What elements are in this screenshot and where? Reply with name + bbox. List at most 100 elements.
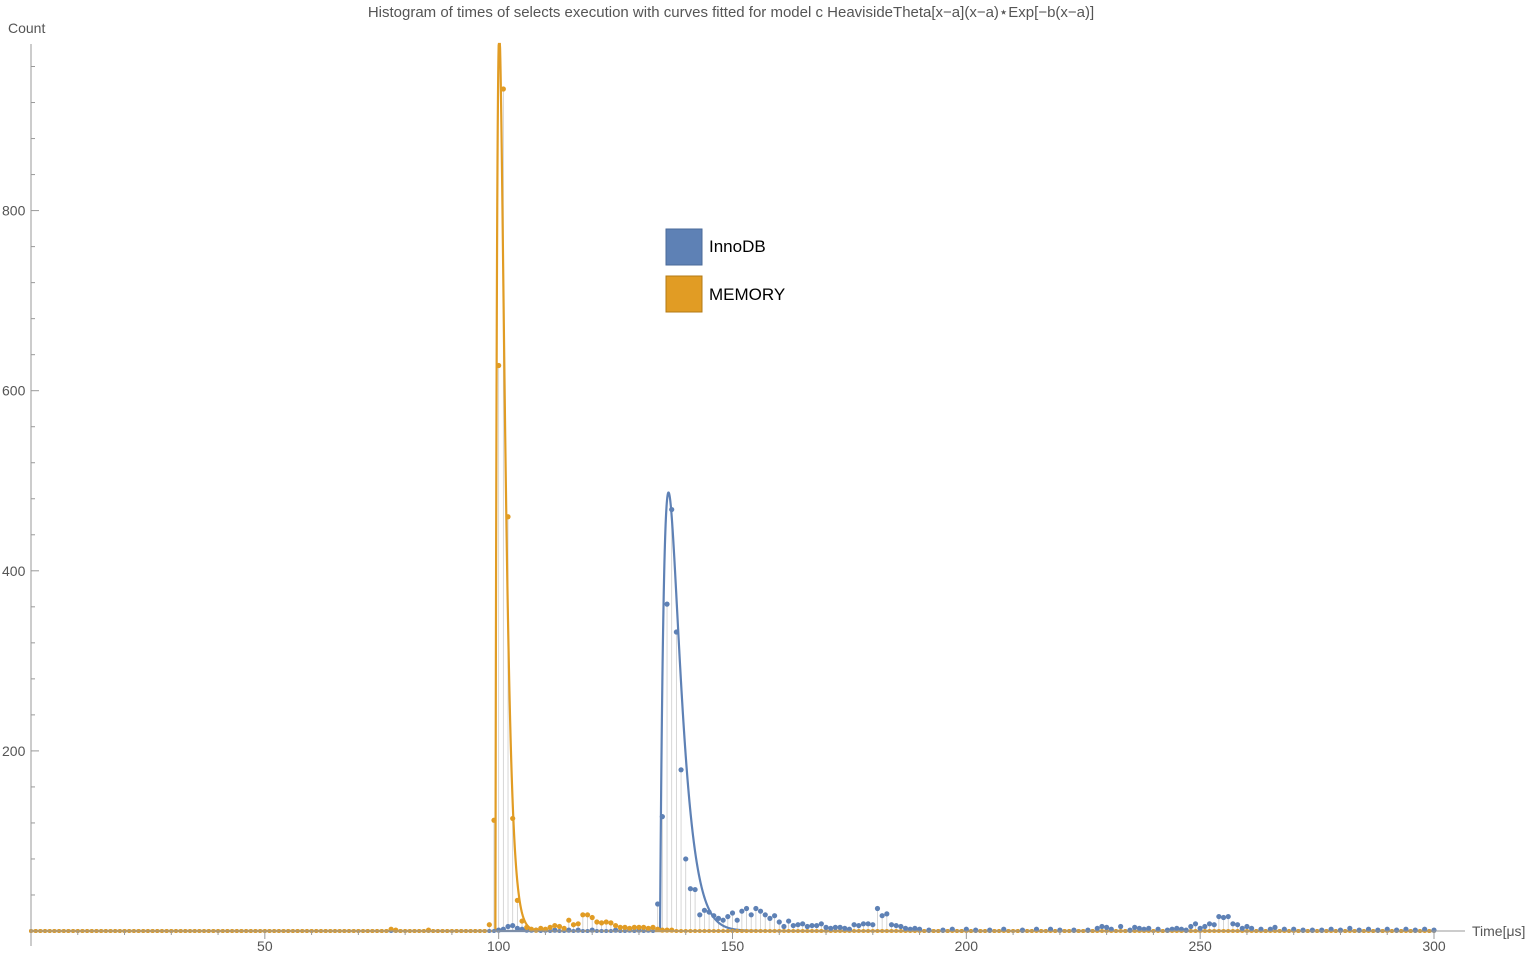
data-point-memory <box>566 917 572 923</box>
legend-swatch-innodb <box>665 228 703 266</box>
data-point-memory <box>500 86 506 92</box>
data-point-innodb <box>1403 926 1409 932</box>
data-point-innodb <box>907 926 913 932</box>
x-tick-label: 50 <box>257 938 273 954</box>
data-point-innodb <box>612 927 619 933</box>
y-ticks: 200 400 600 800 <box>2 66 39 896</box>
data-point-memory <box>589 914 595 921</box>
data-point-memory <box>491 817 497 823</box>
data-point-memory <box>603 919 609 925</box>
data-point-innodb <box>949 926 955 932</box>
data-point-innodb <box>1356 927 1362 933</box>
data-point-memory <box>669 927 675 933</box>
data-point-innodb <box>1216 913 1222 920</box>
data-point-innodb <box>846 926 853 932</box>
data-point-memory <box>486 922 492 928</box>
data-point-innodb <box>776 919 782 925</box>
data-point-innodb <box>1220 914 1227 921</box>
fit-curve-innodb <box>31 491 1434 933</box>
data-point-innodb <box>1136 925 1142 931</box>
data-point-memory <box>519 918 525 924</box>
data-point-innodb <box>1099 923 1105 930</box>
y-axis-label: Count <box>8 20 45 36</box>
data-point-innodb <box>860 921 867 927</box>
data-point-innodb <box>963 926 969 932</box>
data-point-innodb <box>1071 927 1077 933</box>
data-point-innodb <box>916 926 923 932</box>
data-point-memory <box>556 923 563 930</box>
data-point-innodb <box>552 927 558 933</box>
y-tick-label: 200 <box>2 743 26 759</box>
x-axis-label: Time[μs] <box>1472 923 1525 939</box>
legend-swatch-memory <box>665 275 703 313</box>
data-point-innodb <box>804 923 810 930</box>
data-point-memory <box>514 897 520 903</box>
data-point-innodb <box>767 915 773 921</box>
y-tick-label: 800 <box>2 203 26 219</box>
data-point-innodb <box>1412 927 1418 933</box>
data-point-memory <box>505 514 511 520</box>
data-point-innodb <box>879 913 885 919</box>
data-point-innodb <box>973 927 979 933</box>
data-point-innodb <box>926 927 932 933</box>
data-point-innodb <box>1365 926 1372 932</box>
data-point-innodb <box>500 926 506 932</box>
data-point-innodb <box>687 886 694 892</box>
data-point-memory <box>561 925 567 931</box>
data-point-memory <box>608 920 614 926</box>
data-point-innodb <box>800 921 806 927</box>
data-point-innodb <box>1132 924 1138 930</box>
x-tick-label: 300 <box>1422 938 1446 954</box>
data-point-innodb <box>893 922 899 929</box>
data-point-innodb <box>940 927 946 933</box>
data-point-innodb <box>1347 925 1353 931</box>
data-point-innodb <box>1300 927 1306 933</box>
data-point-memory <box>650 924 656 930</box>
data-point-memory <box>547 924 553 930</box>
data-point-innodb <box>673 629 679 635</box>
data-point-innodb <box>1211 922 1217 928</box>
data-point-memory <box>510 815 516 822</box>
data-point-innodb <box>1258 926 1264 932</box>
data-point-memory <box>617 924 623 930</box>
data-point-innodb <box>664 601 670 607</box>
data-point-innodb <box>655 901 661 907</box>
data-point-innodb <box>795 922 801 928</box>
data-point-innodb <box>762 912 768 918</box>
data-point-innodb <box>711 913 717 919</box>
data-point-innodb <box>692 886 698 893</box>
data-point-innodb <box>1234 922 1241 928</box>
data-point-innodb <box>1375 927 1381 933</box>
data-point-memory <box>655 926 661 932</box>
data-point-innodb <box>1309 927 1316 933</box>
data-point-memory <box>598 920 605 926</box>
data-point-innodb <box>753 905 759 912</box>
stem-layer <box>390 89 1435 931</box>
data-point-innodb <box>1033 926 1040 932</box>
data-point-innodb <box>697 912 703 918</box>
data-point-innodb <box>743 905 750 912</box>
data-point-memory <box>659 927 665 933</box>
data-point-memory <box>664 927 670 933</box>
chart-title: Histogram of times of selects execution … <box>368 4 1094 21</box>
data-point-innodb <box>1188 923 1194 930</box>
data-point-memory <box>636 924 642 930</box>
data-point-memory <box>645 925 651 931</box>
point-layer <box>29 86 1437 933</box>
data-point-innodb <box>575 927 581 933</box>
data-point-memory <box>393 927 399 933</box>
x-tick-label: 100 <box>487 938 511 954</box>
data-point-innodb <box>818 921 824 927</box>
data-point-innodb <box>1019 927 1026 933</box>
data-point-innodb <box>771 913 778 919</box>
data-point-innodb <box>912 925 918 931</box>
data-point-innodb <box>514 925 520 931</box>
data-point-innodb <box>1164 927 1171 933</box>
data-point-innodb <box>1225 913 1231 920</box>
data-point-innodb <box>1141 926 1147 932</box>
fit-curve-memory <box>31 42 1434 933</box>
data-point-innodb <box>1244 923 1250 930</box>
data-point-innodb <box>865 921 871 927</box>
data-point-memory <box>496 362 502 369</box>
